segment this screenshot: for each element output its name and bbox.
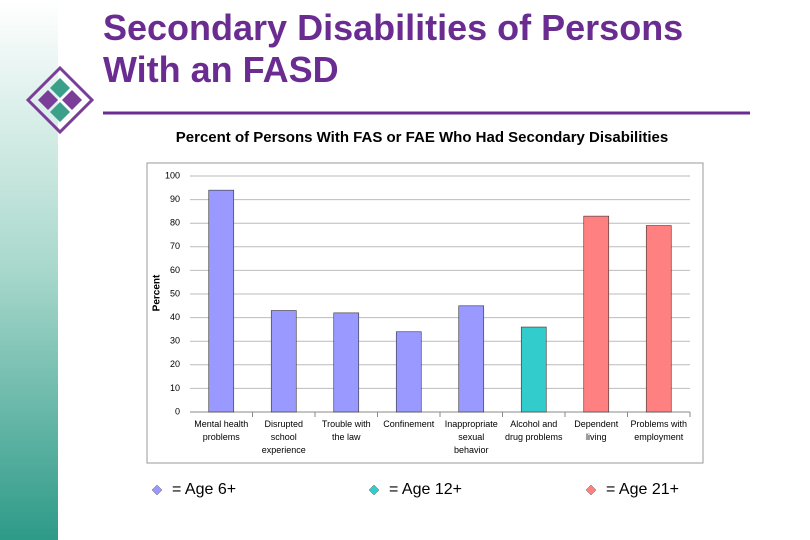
x-tick-label: Confinement <box>383 419 435 429</box>
legend-label: = Age 12+ <box>389 481 462 498</box>
x-tick-label: Dependent living <box>574 419 619 442</box>
y-tick-label: 10 <box>170 383 180 393</box>
y-tick-label: 50 <box>170 288 180 298</box>
x-tick-label: Disrupted school experience <box>261 419 306 455</box>
x-tick-label: Alcohol and drug problems <box>504 419 563 442</box>
page-title: Secondary Disabilities of Persons With an… <box>103 7 683 90</box>
bar <box>458 305 485 413</box>
y-axis-label: Percent <box>152 274 163 311</box>
bar <box>270 310 297 413</box>
y-tick-label: 70 <box>170 241 180 251</box>
y-tick-label: 20 <box>170 359 180 369</box>
side-strip <box>0 0 58 540</box>
y-tick-label: 30 <box>170 336 180 346</box>
bar <box>520 326 547 413</box>
bar <box>583 215 610 413</box>
y-tick-label: 80 <box>170 218 180 228</box>
bar <box>645 225 672 413</box>
legend-label: = Age 6+ <box>172 481 236 498</box>
x-tick-label: Trouble with the law <box>321 419 371 442</box>
x-tick-label: Problems with employment <box>630 419 688 442</box>
chart-frame <box>146 162 704 464</box>
y-tick-label: 40 <box>170 312 180 322</box>
legend-marker <box>368 484 380 496</box>
bar <box>333 312 360 413</box>
logo <box>25 65 95 135</box>
y-tick-label: 60 <box>170 265 180 275</box>
x-tick-label: Mental health problems <box>194 419 249 442</box>
bar <box>395 331 422 413</box>
x-tick-label: Inappropriate sexual behavior <box>444 419 498 455</box>
legend-marker <box>585 484 597 496</box>
bar <box>208 189 235 413</box>
y-tick-label: 0 <box>175 406 180 416</box>
legend-label: = Age 21+ <box>606 481 679 498</box>
y-tick-label: 90 <box>170 194 180 204</box>
chart-title: Percent of Persons With FAS or FAE Who H… <box>176 129 668 146</box>
legend-marker <box>151 484 163 496</box>
y-tick-label: 100 <box>165 170 180 180</box>
